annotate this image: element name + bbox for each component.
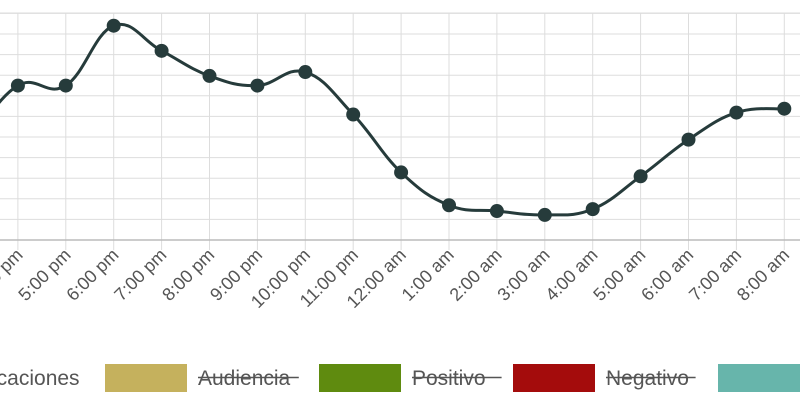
- data-point-8-00-pm: [202, 68, 217, 83]
- data-point-5-00-pm: [58, 78, 73, 93]
- data-point-2-00-am: [489, 204, 504, 219]
- data-point-4-00-pm: [10, 78, 25, 93]
- data-point-6-00-am: [681, 132, 696, 147]
- legend-swatch-series-5[interactable]: [718, 364, 800, 392]
- x-tick-label: 7:00 am: [685, 245, 745, 305]
- x-tick-label: 7:00 pm: [110, 245, 170, 305]
- data-point-6-00-pm: [106, 18, 121, 33]
- data-point-5-00-am: [633, 169, 648, 184]
- legend-label-positivo[interactable]: Positivo: [412, 367, 486, 390]
- legend-label-publicaciones[interactable]: icaciones: [0, 367, 80, 390]
- x-tick-label: 6:00 pm: [62, 245, 122, 305]
- legend[interactable]: icaciones Audiencia Positivo Negativo: [0, 364, 800, 392]
- legend-label-negativo[interactable]: Negativo: [606, 367, 689, 390]
- x-tick-label: 5:00 am: [589, 245, 649, 305]
- grid: [0, 12, 800, 250]
- legend-swatch-negativo[interactable]: [513, 364, 595, 392]
- data-point-3-00-am: [537, 207, 552, 222]
- x-tick-label: 3:00 am: [493, 245, 553, 305]
- data-point-7-00-pm: [154, 43, 169, 58]
- data-point-10-00-pm: [298, 65, 313, 80]
- data-point-12-00-am: [394, 165, 409, 180]
- series-line-publicaciones: [0, 22, 785, 217]
- legend-swatch-audiencia[interactable]: [105, 364, 187, 392]
- legend-label-audiencia[interactable]: Audiencia: [198, 367, 291, 390]
- data-point-1-00-am: [442, 198, 456, 213]
- x-tick-label: 2:00 am: [446, 245, 506, 305]
- legend-swatch-positivo[interactable]: [319, 364, 401, 392]
- data-point-4-00-am: [585, 202, 600, 217]
- x-tick-label: 4:00 am: [541, 245, 601, 305]
- x-tick-label: 6:00 am: [637, 245, 697, 305]
- series-points: [10, 18, 792, 222]
- data-point-9-00-pm: [250, 78, 265, 93]
- x-tick-label: 8:00 am: [733, 245, 793, 305]
- x-tick-label: 8:00 pm: [158, 245, 218, 305]
- data-point-7-00-am: [729, 105, 744, 120]
- data-point-8-00-am: [777, 101, 792, 116]
- x-tick-label: 1:00 am: [398, 245, 458, 305]
- data-point-11-00-pm: [346, 107, 361, 122]
- x-tick-label: 5:00 pm: [14, 245, 74, 305]
- x-tick-labels: 3:00 pm4:00 pm5:00 pm6:00 pm7:00 pm8:00 …: [0, 245, 793, 312]
